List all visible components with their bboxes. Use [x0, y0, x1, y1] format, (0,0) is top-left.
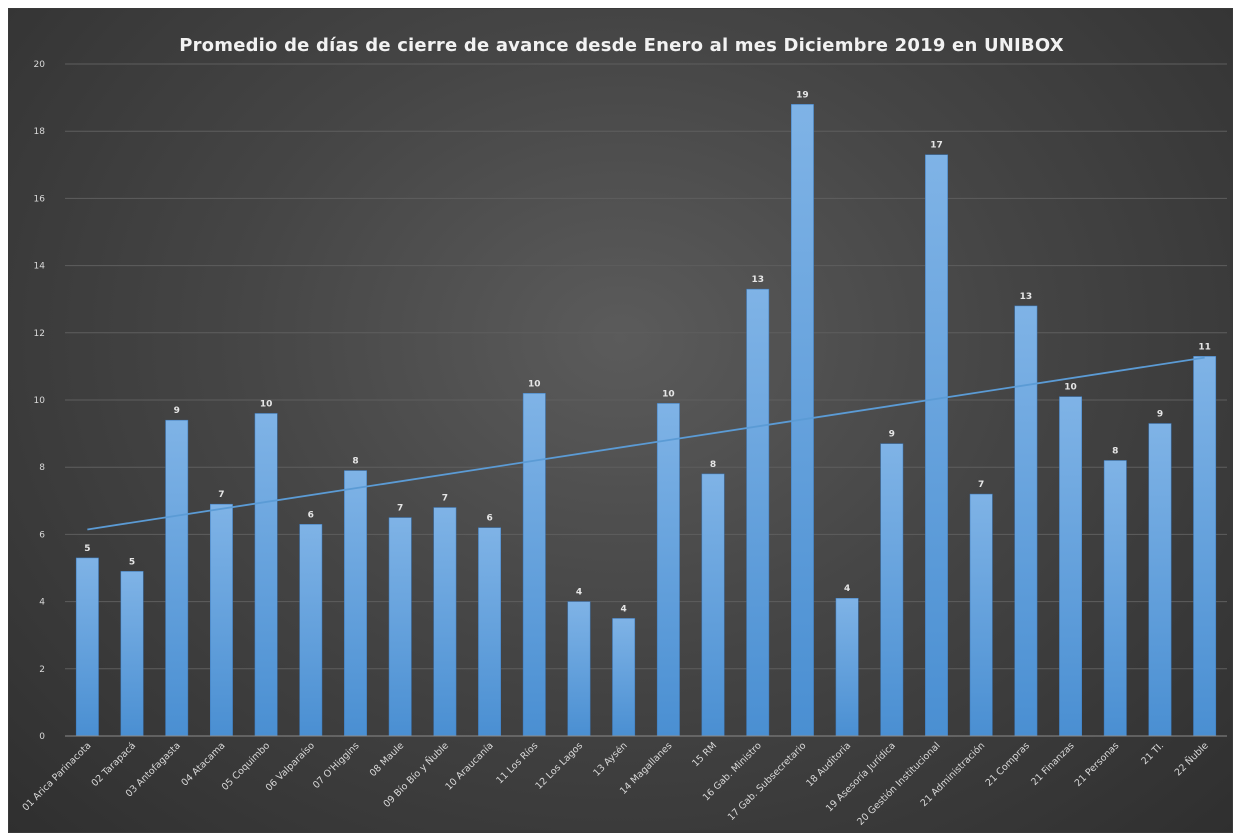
- bar: [925, 154, 948, 737]
- data-label: 10: [662, 389, 675, 399]
- bar: [522, 393, 546, 737]
- x-tick-label: 18 Auditoria: [804, 740, 853, 789]
- bar: [388, 517, 412, 737]
- bar: [656, 403, 680, 737]
- data-label: 7: [442, 494, 448, 504]
- bar: [880, 443, 904, 737]
- bar: [746, 288, 770, 737]
- data-label: 17: [930, 141, 943, 151]
- data-label: 4: [844, 584, 850, 594]
- bar: [701, 473, 725, 737]
- bar: [1193, 356, 1217, 737]
- x-tick-label: 08 Maule: [368, 740, 407, 779]
- bar: [1059, 396, 1082, 737]
- y-axis: 0 2 4 6 8 10 12 14 16 18 20: [34, 60, 1227, 742]
- bar: [433, 507, 457, 737]
- y-tick-label: 4: [39, 598, 45, 608]
- x-tick-label: 20 Gestión Institucional: [855, 740, 942, 827]
- data-label: 6: [486, 514, 492, 524]
- bar-chart: 5 5 9 7 10 6 8 7 7 6 10 4 4 10 8 13 19 4 9 17 7 13 10 8 9 11 0 2 4 6…: [20, 60, 1227, 828]
- x-tick-label: 21 Personas: [1073, 740, 1122, 789]
- bar: [567, 601, 591, 737]
- data-label: 10: [528, 379, 541, 389]
- bar: [1103, 460, 1127, 737]
- data-label: 7: [397, 504, 403, 514]
- y-tick-label: 8: [39, 463, 45, 473]
- x-tick-label: 07 O'Higgins: [311, 740, 362, 791]
- chart-area: Promedio de días de cierre de avance des…: [8, 8, 1233, 833]
- data-label: 5: [84, 544, 90, 554]
- y-tick-label: 12: [34, 329, 45, 339]
- x-tick-label: 01 Arica Parinacota: [20, 740, 93, 813]
- y-tick-label: 18: [34, 127, 46, 137]
- x-tick-label: 22 Ñuble: [1173, 740, 1211, 778]
- data-label: 5: [129, 557, 135, 567]
- bar: [478, 527, 501, 737]
- y-tick-label: 6: [39, 530, 45, 540]
- y-tick-label: 0: [39, 732, 45, 742]
- data-label: 10: [260, 399, 273, 409]
- data-label: 8: [352, 457, 358, 467]
- x-tick-label: 21 Finanzas: [1029, 740, 1077, 788]
- bar: [835, 597, 859, 737]
- bar: [1014, 305, 1038, 737]
- y-tick-label: 20: [34, 60, 46, 70]
- x-tick-label: 02 Tarapacá: [90, 740, 139, 789]
- bar: [120, 571, 144, 737]
- bar: [210, 503, 233, 737]
- bar: [299, 524, 323, 737]
- x-tick-label: 10 Araucanía: [443, 740, 495, 792]
- chart-title: Promedio de días de cierre de avance des…: [179, 35, 1064, 56]
- data-label: 7: [978, 480, 984, 490]
- y-tick-label: 14: [34, 262, 46, 272]
- y-tick-label: 2: [39, 665, 45, 675]
- data-label: 9: [889, 430, 895, 440]
- bar: [165, 419, 189, 737]
- bar: [969, 493, 993, 737]
- trendline: [87, 356, 1205, 531]
- data-label: 11: [1198, 342, 1211, 352]
- bar: [1148, 423, 1172, 737]
- data-label: 10: [1064, 383, 1077, 393]
- bars: [75, 104, 1217, 737]
- data-label: 7: [218, 490, 224, 500]
- data-label: 9: [174, 406, 180, 416]
- data-label: 19: [796, 90, 809, 100]
- data-label: 4: [576, 588, 582, 598]
- y-tick-label: 10: [34, 396, 46, 406]
- y-tick-label: 16: [34, 194, 46, 204]
- bar: [75, 557, 99, 737]
- bar: [344, 470, 367, 737]
- data-label: 13: [751, 275, 764, 285]
- bar: [254, 413, 278, 737]
- x-tick-label: 17 Gab. Subsecretario: [726, 740, 809, 823]
- data-label: 6: [308, 510, 314, 520]
- data-labels: 5 5 9 7 10 6 8 7 7 6 10 4 4 10 8 13 19 4 9 17 7 13 10 8 9 11: [84, 90, 1211, 614]
- data-label: 4: [621, 604, 627, 614]
- bar: [612, 618, 636, 737]
- data-label: 9: [1157, 410, 1163, 420]
- x-tick-label: 21 TI.: [1139, 740, 1166, 767]
- x-tick-label: 13 Aysén: [591, 740, 629, 778]
- data-label: 8: [710, 460, 716, 470]
- data-label: 8: [1112, 446, 1118, 456]
- x-tick-label: 21 Compras: [984, 740, 1032, 788]
- x-tick-label: 15 RM: [690, 740, 719, 769]
- gridlines: [65, 63, 1227, 737]
- data-label: 13: [1020, 292, 1033, 302]
- x-tick-label: 12 Los Lagos: [534, 740, 586, 792]
- trendline: [87, 356, 1205, 531]
- x-tick-label: 04 Atacama: [179, 740, 227, 788]
- x-tick-label: 11 Los Ríos: [494, 740, 540, 786]
